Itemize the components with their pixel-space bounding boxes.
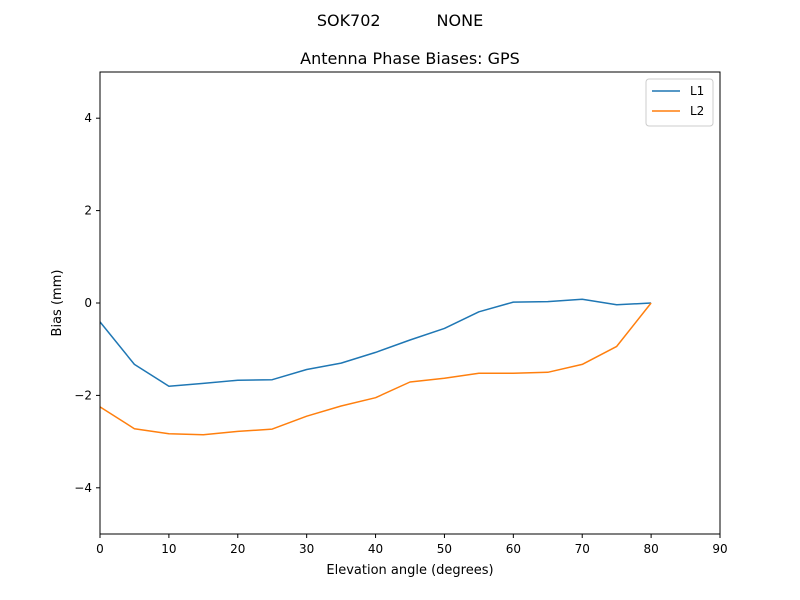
x-tick-label: 90 [712, 542, 727, 556]
legend-label-l2: L2 [690, 104, 704, 118]
plot-area [100, 72, 720, 534]
series-line-l2 [99, 302, 652, 436]
y-tick-label: 2 [84, 204, 92, 218]
x-tick-label: 80 [643, 542, 658, 556]
x-axis-label: Elevation angle (degrees) [326, 563, 493, 578]
x-tick-label: 50 [437, 542, 452, 556]
x-tick-label: 40 [368, 542, 383, 556]
series-layer [99, 298, 652, 436]
plot-frame [99, 71, 721, 535]
y-axis-label: Bias (mm) [50, 270, 65, 337]
x-tick-label: 60 [506, 542, 521, 556]
legend-label-l1: L1 [690, 84, 704, 98]
chart-suptitle: SOK702 NONE [317, 11, 483, 30]
series-line-l1 [99, 298, 652, 387]
x-tick-label: 30 [299, 542, 314, 556]
y-tick-label: 0 [84, 296, 92, 310]
x-tick-label: 0 [96, 542, 104, 556]
y-tick-label: −4 [74, 481, 92, 495]
y-axis: −4 −2 0 2 4 [74, 111, 100, 495]
x-axis: 0 10 20 30 40 50 60 70 80 90 [96, 534, 728, 556]
y-tick-label: −2 [74, 388, 92, 402]
chart-title: Antenna Phase Biases: GPS [300, 49, 520, 68]
x-tick-label: 10 [161, 542, 176, 556]
y-tick-label: 4 [84, 111, 92, 125]
x-tick-label: 20 [230, 542, 245, 556]
x-tick-label: 70 [575, 542, 590, 556]
